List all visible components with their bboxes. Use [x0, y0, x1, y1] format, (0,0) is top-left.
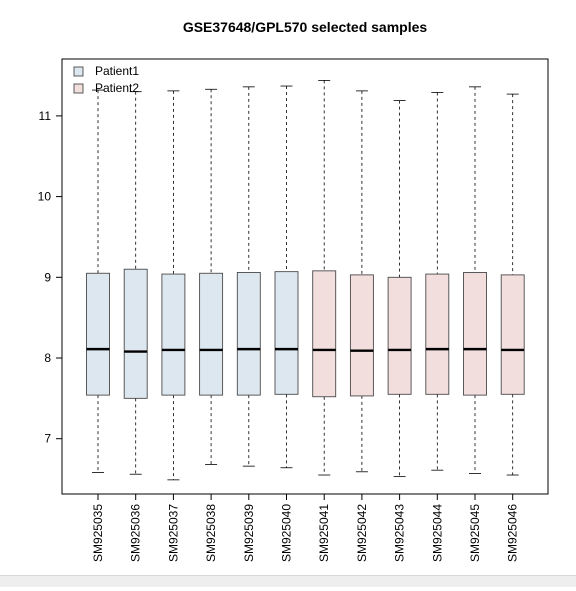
x-tick-label: SM925037	[166, 504, 180, 562]
legend-label: Patient2	[95, 81, 139, 95]
x-tick-label: SM925038	[204, 504, 218, 562]
y-tick-label: 9	[44, 270, 51, 284]
y-tick-label: 7	[44, 432, 51, 446]
box-SM925045	[464, 87, 487, 474]
iqr-box	[350, 275, 373, 396]
iqr-box	[162, 274, 185, 395]
y-axis: 7 8 9 10 11	[38, 109, 62, 446]
iqr-box	[388, 277, 411, 394]
iqr-box	[426, 274, 449, 394]
iqr-box	[313, 271, 336, 397]
x-tick-label: SM925039	[242, 504, 256, 562]
box-SM925036	[124, 92, 147, 475]
box-SM925041	[313, 80, 336, 475]
iqr-box	[87, 273, 110, 395]
legend-label: Patient1	[95, 64, 139, 78]
iqr-box	[200, 273, 223, 395]
iqr-box	[501, 275, 524, 394]
y-tick-label: 8	[44, 351, 51, 365]
box-SM925037	[162, 91, 185, 480]
box-SM925039	[237, 87, 260, 466]
legend: Patient1 Patient2	[74, 64, 139, 95]
box-SM925042	[350, 91, 373, 472]
iqr-box	[275, 272, 298, 395]
window-bottom-strip	[0, 575, 576, 587]
box-SM925038	[200, 89, 223, 464]
box-SM925044	[426, 92, 449, 470]
x-tick-label: SM925046	[506, 504, 520, 562]
x-tick-label: SM925040	[280, 504, 294, 562]
chart-title: GSE37648/GPL570 selected samples	[183, 19, 428, 35]
iqr-box	[464, 272, 487, 395]
box-SM925035	[87, 90, 110, 473]
y-tick-label: 10	[38, 190, 52, 204]
box-SM925043	[388, 101, 411, 477]
iqr-box	[124, 269, 147, 398]
x-tick-label: SM925036	[129, 504, 143, 562]
iqr-box	[237, 272, 260, 395]
box-SM925040	[275, 86, 298, 468]
x-tick-label: SM925045	[468, 504, 482, 562]
box-SM925046	[501, 94, 524, 475]
y-tick-label: 11	[39, 109, 52, 123]
x-axis-labels: SM925035 SM925036 SM925037 SM925038 SM925039…	[91, 494, 520, 562]
legend-swatch	[74, 67, 83, 76]
x-tick-label: SM925044	[430, 504, 444, 562]
x-tick-label: SM925035	[91, 504, 105, 562]
x-tick-label: SM925043	[393, 504, 407, 562]
legend-swatch	[74, 84, 83, 93]
x-tick-label: SM925041	[317, 504, 331, 562]
x-tick-label: SM925042	[355, 504, 369, 562]
plot-area	[62, 59, 548, 494]
